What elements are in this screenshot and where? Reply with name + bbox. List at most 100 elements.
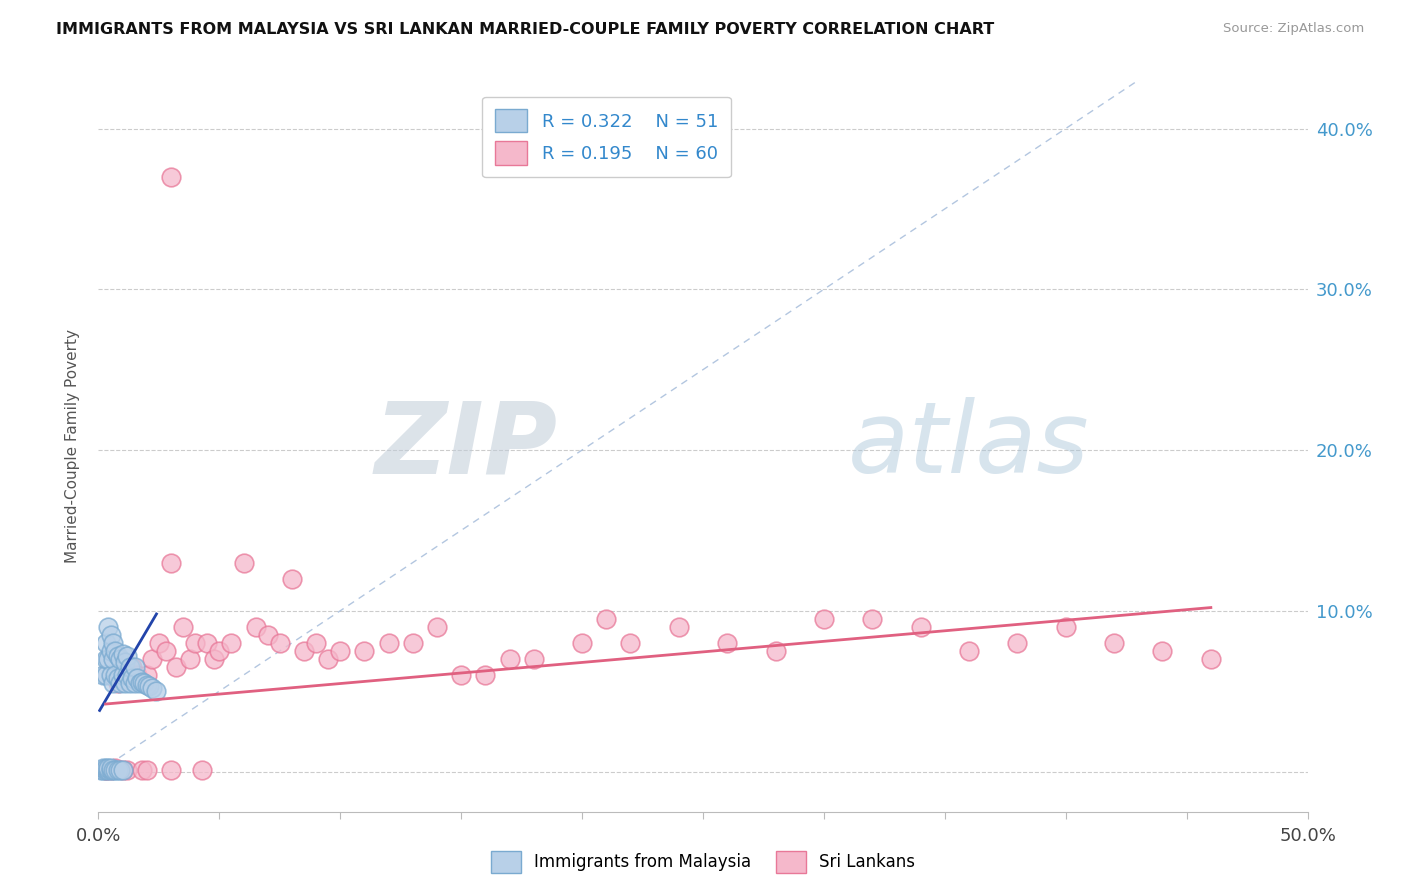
Point — [127, 668, 149, 682]
Point — [131, 674, 153, 689]
Point — [124, 660, 146, 674]
Point — [256, 628, 278, 642]
Point — [94, 636, 117, 650]
Point — [138, 679, 160, 693]
Point — [204, 652, 226, 666]
Point — [292, 644, 315, 658]
Point — [90, 763, 112, 777]
Point — [1152, 644, 1174, 658]
Point — [450, 668, 472, 682]
Point — [426, 620, 449, 634]
Y-axis label: Married-Couple Family Poverty: Married-Couple Family Poverty — [65, 329, 80, 563]
Point — [94, 763, 117, 777]
Point — [813, 612, 835, 626]
Point — [91, 761, 114, 775]
Point — [329, 644, 352, 658]
Point — [402, 636, 425, 650]
Point — [860, 612, 883, 626]
Point — [101, 676, 124, 690]
Point — [135, 678, 157, 692]
Point — [100, 761, 122, 775]
Point — [135, 763, 157, 777]
Text: ZIP: ZIP — [375, 398, 558, 494]
Point — [121, 660, 143, 674]
Point — [101, 763, 124, 777]
Point — [117, 668, 139, 682]
Point — [474, 668, 496, 682]
Point — [104, 761, 127, 775]
Point — [91, 763, 114, 777]
Point — [165, 660, 187, 674]
Point — [104, 668, 127, 682]
Point — [716, 636, 738, 650]
Point — [104, 763, 127, 777]
Point — [97, 620, 120, 634]
Point — [111, 763, 134, 777]
Point — [114, 655, 136, 669]
Point — [114, 676, 136, 690]
Point — [111, 763, 134, 777]
Point — [117, 648, 139, 663]
Point — [498, 652, 520, 666]
Point — [377, 636, 399, 650]
Point — [124, 676, 146, 690]
Point — [195, 636, 218, 650]
Point — [160, 556, 183, 570]
Point — [94, 763, 117, 777]
Point — [97, 652, 120, 666]
Point — [145, 684, 167, 698]
Point — [107, 671, 129, 685]
Point — [128, 676, 150, 690]
Point — [117, 763, 139, 777]
Point — [353, 644, 375, 658]
Point — [1102, 636, 1125, 650]
Point — [108, 652, 131, 666]
Text: Source: ZipAtlas.com: Source: ZipAtlas.com — [1223, 22, 1364, 36]
Point — [94, 763, 117, 777]
Point — [910, 620, 932, 634]
Legend: R = 0.322    N = 51, R = 0.195    N = 60: R = 0.322 N = 51, R = 0.195 N = 60 — [482, 96, 731, 178]
Point — [100, 668, 122, 682]
Point — [97, 763, 120, 777]
Point — [111, 668, 134, 682]
Point — [1199, 652, 1222, 666]
Point — [141, 652, 163, 666]
Point — [101, 652, 124, 666]
Point — [160, 763, 183, 777]
Point — [118, 676, 141, 690]
Point — [571, 636, 593, 650]
Point — [184, 636, 207, 650]
Point — [107, 763, 129, 777]
Point — [221, 636, 243, 650]
Point — [104, 644, 127, 658]
Point — [135, 668, 157, 682]
Point — [208, 644, 231, 658]
Point — [97, 761, 120, 775]
Point — [127, 671, 149, 685]
Point — [1007, 636, 1029, 650]
Point — [100, 763, 122, 777]
Point — [94, 652, 117, 666]
Point — [160, 169, 183, 184]
Point — [121, 671, 143, 685]
Point — [148, 636, 170, 650]
Point — [957, 644, 980, 658]
Text: atlas: atlas — [848, 398, 1090, 494]
Point — [179, 652, 201, 666]
Point — [101, 636, 124, 650]
Point — [100, 644, 122, 658]
Point — [172, 620, 194, 634]
Point — [1054, 620, 1077, 634]
Point — [108, 676, 131, 690]
Point — [191, 763, 214, 777]
Point — [281, 572, 304, 586]
Point — [91, 668, 114, 682]
Point — [134, 676, 156, 690]
Point — [232, 556, 254, 570]
Point — [305, 636, 328, 650]
Point — [108, 763, 131, 777]
Point — [131, 763, 153, 777]
Point — [94, 668, 117, 682]
Point — [141, 681, 163, 695]
Point — [118, 660, 141, 674]
